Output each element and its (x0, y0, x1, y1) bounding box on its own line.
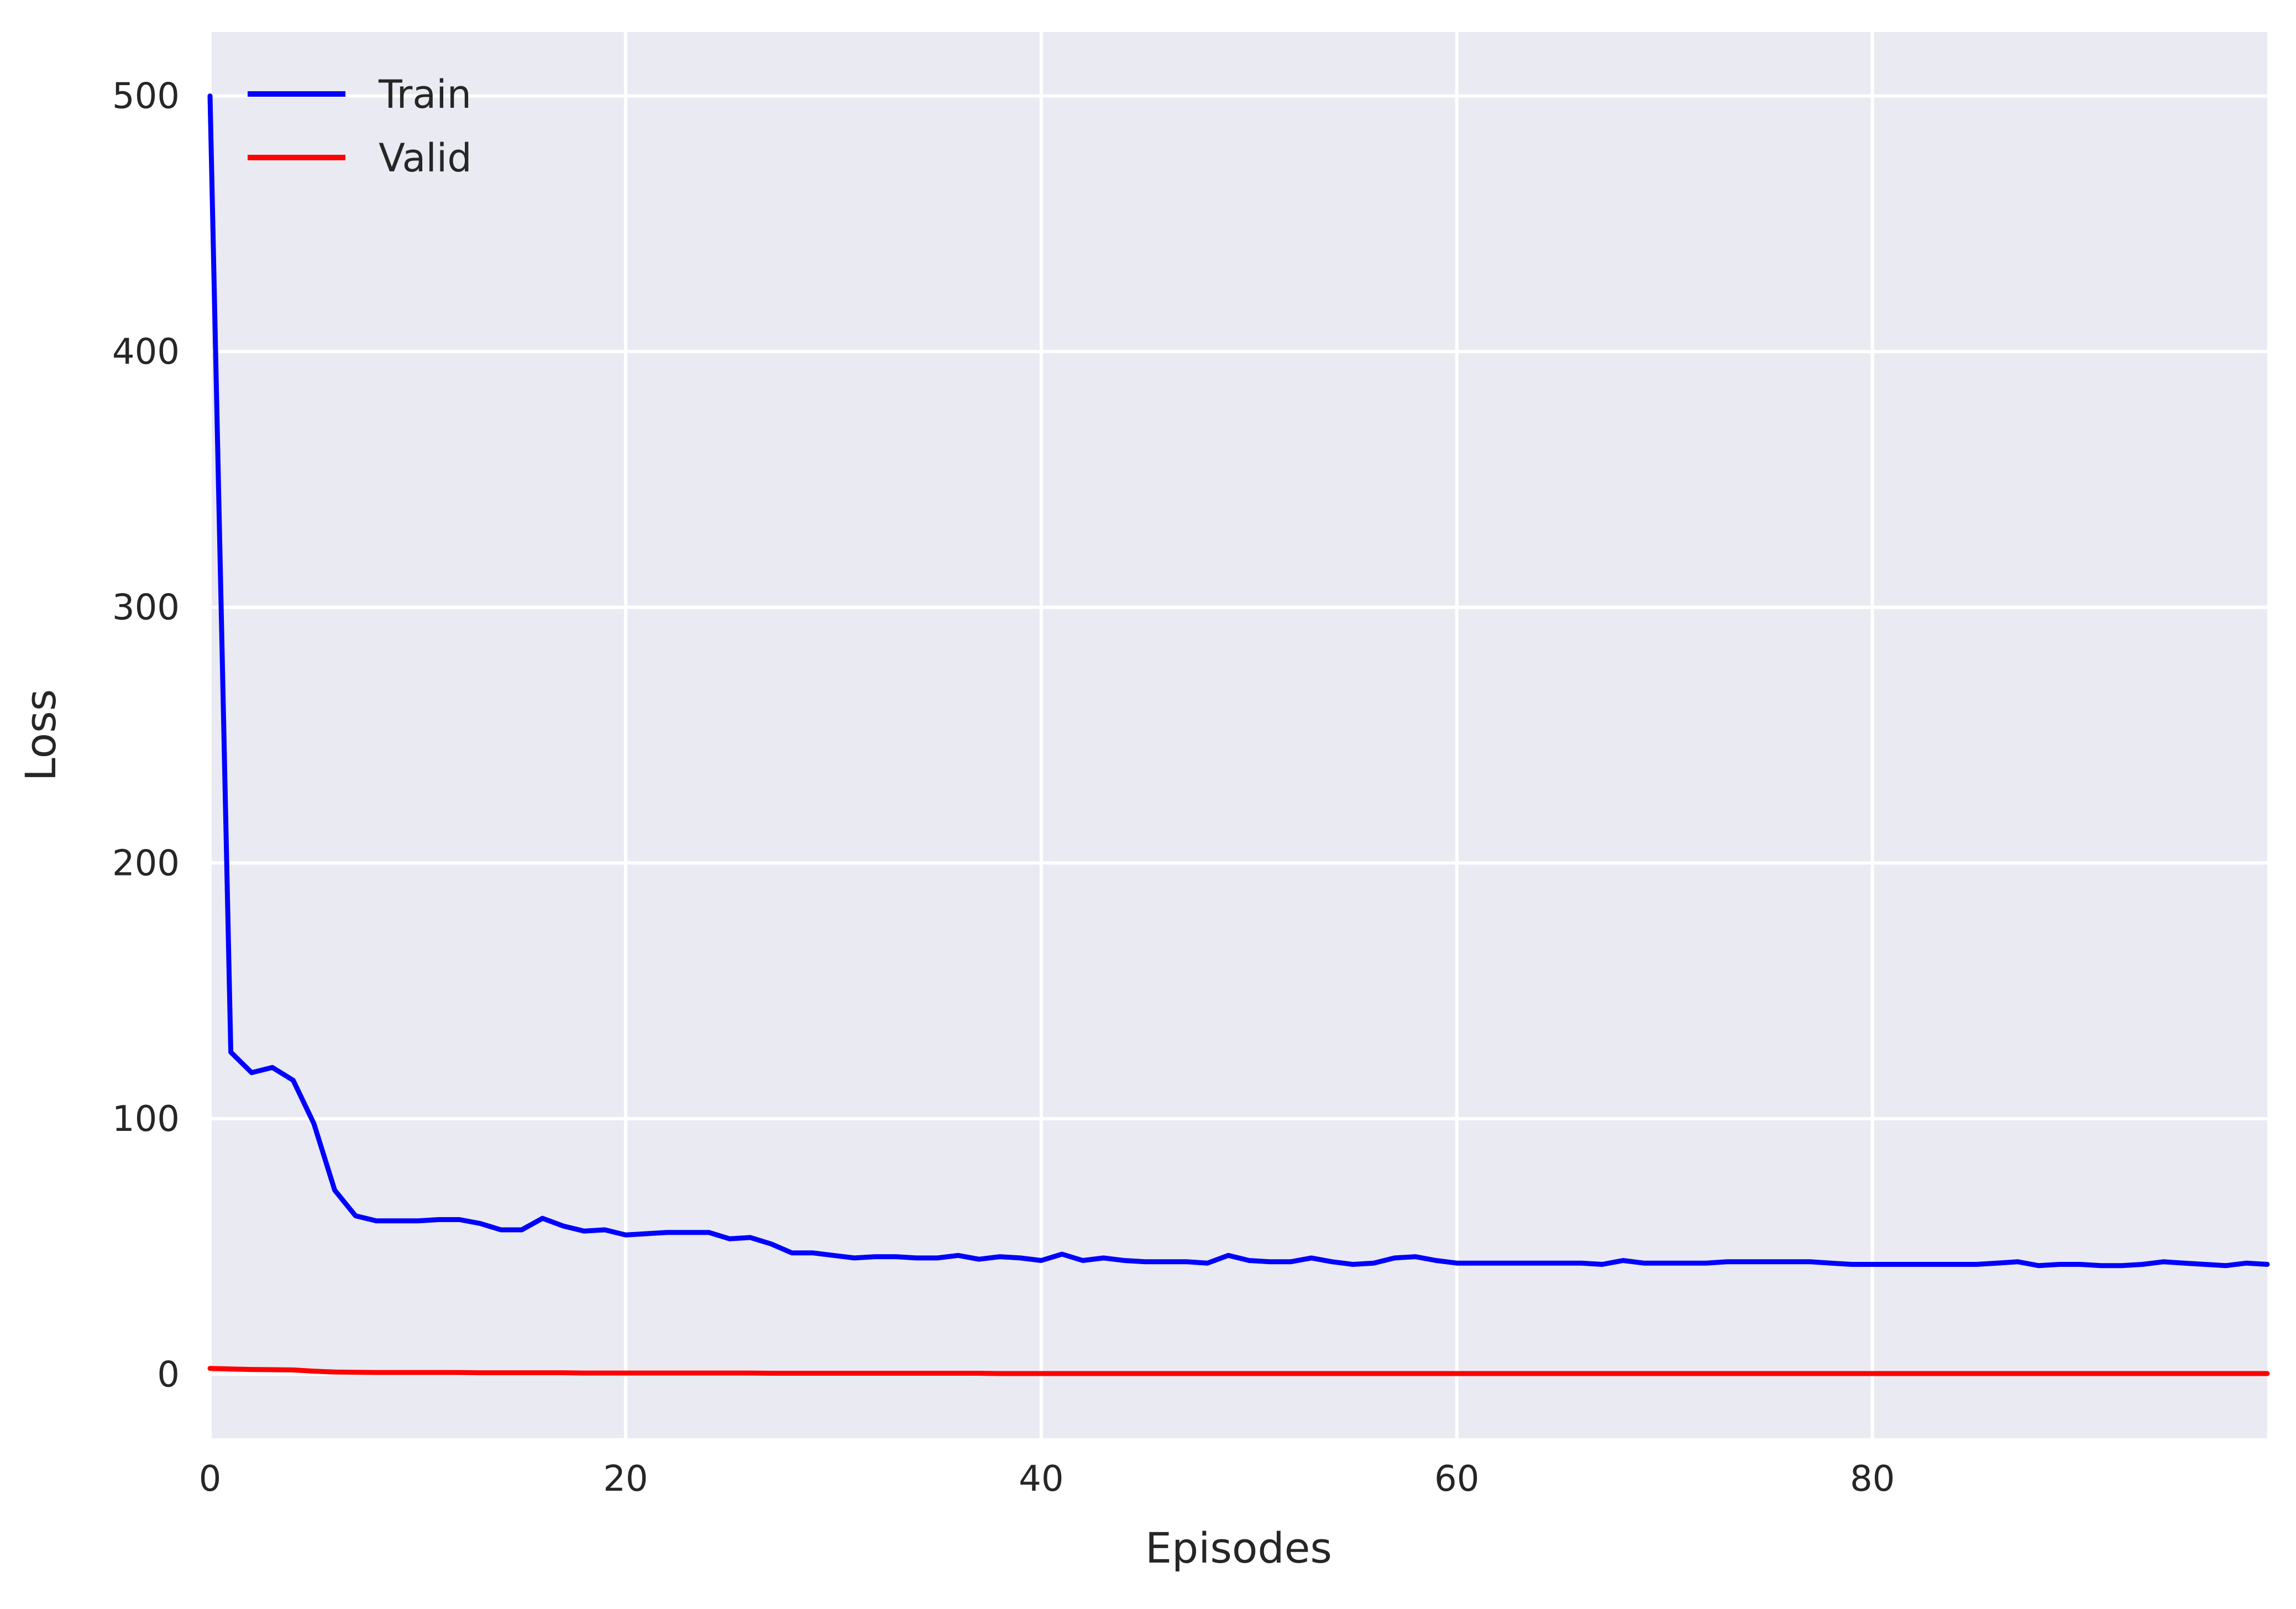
y-tick-label: 400 (112, 332, 180, 373)
y-tick-label: 100 (112, 1099, 180, 1140)
y-tick-label: 300 (112, 588, 180, 628)
x-tick-label: 40 (1019, 1459, 1063, 1500)
y-tick-label: 500 (112, 76, 180, 117)
legend-label-valid: Valid (379, 135, 472, 181)
x-tick-label: 60 (1434, 1459, 1479, 1500)
legend: Train Valid (248, 72, 472, 181)
y-tick-labels: 0 100 200 300 400 500 (112, 76, 180, 1396)
y-tick-label: 0 (157, 1354, 180, 1395)
plot-area-background (210, 32, 2267, 1438)
series-lines (207, 93, 2270, 1376)
x-tick-label: 80 (1850, 1459, 1895, 1500)
series-line-valid (207, 1366, 2270, 1376)
x-tick-label: 20 (603, 1459, 648, 1500)
y-axis-title: Loss (16, 689, 65, 782)
x-axis-title: Episodes (1145, 1523, 1332, 1573)
x-tick-labels: 0 20 40 60 80 (199, 1459, 1895, 1500)
x-tick-label: 0 (199, 1459, 222, 1500)
series-line-train (207, 93, 2270, 1269)
y-tick-label: 200 (112, 843, 180, 884)
legend-label-train: Train (378, 72, 471, 117)
